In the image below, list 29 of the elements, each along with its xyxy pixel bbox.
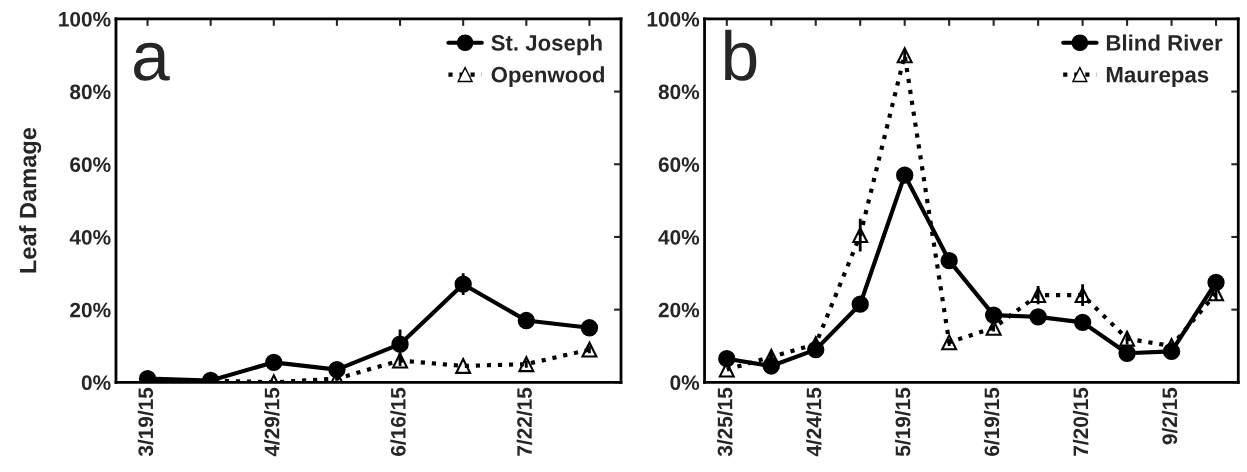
y-tick-label: 20%	[70, 302, 111, 318]
x-tick-label: 7/22/15	[516, 387, 533, 456]
x-tick-label: 4/24/15	[806, 387, 822, 457]
y-tick-label: 40%	[658, 229, 700, 245]
annotation: a	[134, 42, 170, 81]
y-axis-title: Leaf Damage	[19, 127, 42, 273]
legend-label: Blind River	[1106, 34, 1223, 51]
x-tick-label: 3/25/15	[717, 387, 733, 457]
y-tick-label: 100%	[59, 11, 111, 27]
x-tick-label: 6/16/15	[390, 387, 406, 456]
annotation: b	[725, 29, 757, 81]
y-tick-label: 0%	[81, 375, 111, 391]
y-tick-label: 60%	[658, 157, 700, 173]
x-tick-label: 9/2/15	[1161, 387, 1178, 445]
x-tick-label: 3/19/15	[137, 387, 154, 457]
y-tick-label: 80%	[658, 84, 700, 100]
y-tick-label: 20%	[658, 302, 700, 318]
x-tick-label: 7/20/15	[1072, 387, 1089, 456]
y-tick-label: 100%	[647, 11, 700, 27]
x-tick-label: 5/19/15	[894, 387, 911, 457]
legend-label: Openwood	[491, 66, 604, 87]
x-tick-label: 6/19/15	[983, 387, 1000, 456]
y-tick-label: 0%	[670, 375, 700, 391]
legend-label: Maurepas	[1106, 67, 1209, 87]
y-tick-label: 60%	[70, 157, 111, 173]
y-tick-label: 40%	[69, 229, 111, 245]
y-tick-label: 80%	[70, 84, 111, 100]
legend-label: St. Joseph	[491, 34, 602, 56]
x-tick-label: 4/29/15	[264, 387, 280, 457]
